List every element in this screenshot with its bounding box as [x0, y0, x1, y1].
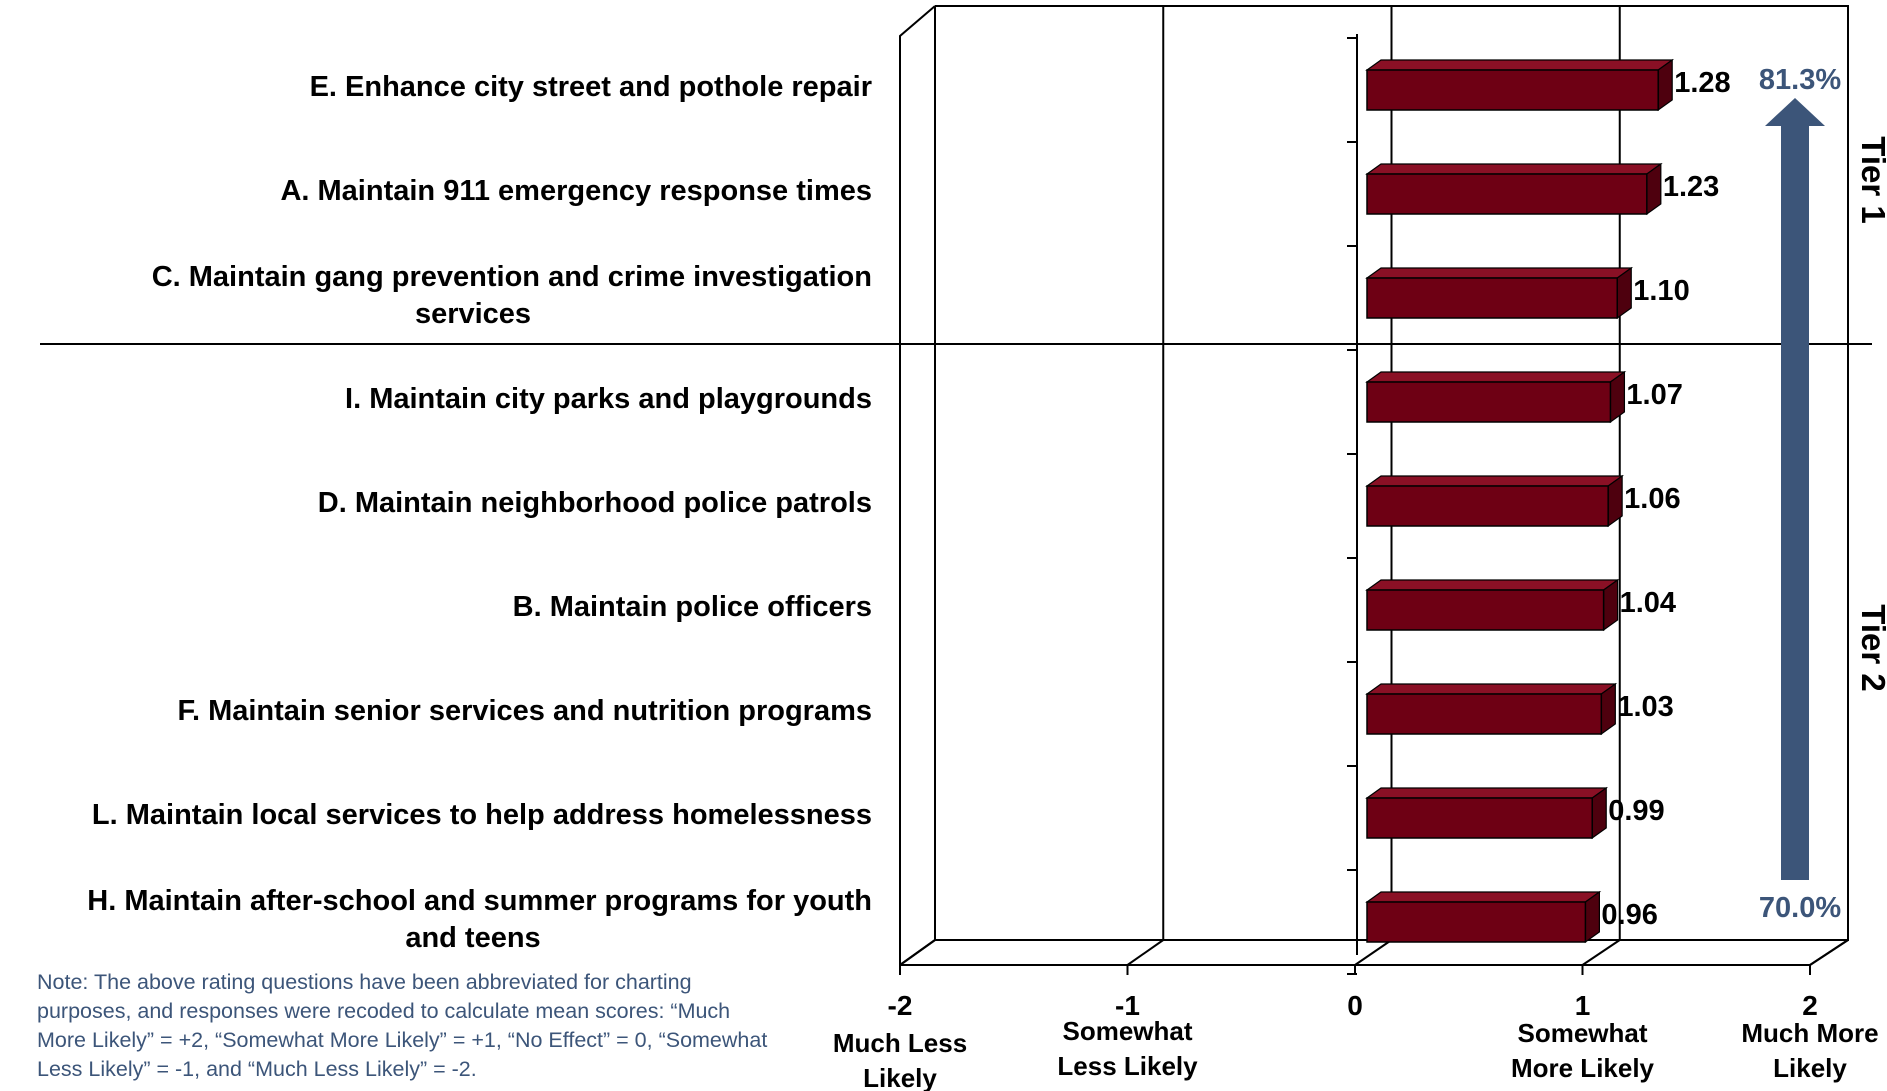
- value-label: 1.07: [1626, 379, 1682, 411]
- category-label: B. Maintain police officers: [513, 591, 872, 623]
- floor-grid-2: [1809, 939, 1849, 966]
- grid-lines: [899, 6, 1849, 966]
- floor-grid-1: [1581, 939, 1621, 966]
- arrow-shaft: [1781, 125, 1809, 880]
- percent-arrow: 81.3% 70.0%: [1759, 64, 1841, 924]
- x-axis: -2 -1 0 1 2 Much Less Likely Somewhat Less Likel…: [833, 965, 1879, 1091]
- value-label: 0.96: [1601, 899, 1657, 931]
- arrow-top-label: 81.3%: [1759, 64, 1841, 96]
- floor-grid--2: [899, 939, 936, 966]
- category-label: E. Enhance city street and pothole repai…: [310, 71, 872, 103]
- bars: [1365, 58, 1675, 944]
- value-label: 1.23: [1663, 171, 1719, 203]
- x-tick-label: 0: [1347, 990, 1363, 1021]
- bar: [1365, 370, 1627, 424]
- tier-label: Tier 2: [1855, 604, 1887, 691]
- bar: [1365, 474, 1625, 528]
- tier-labels: Tier 1 Tier 2: [1855, 136, 1887, 691]
- bar: [1365, 682, 1618, 736]
- tier-label: Tier 1: [1855, 136, 1887, 223]
- bar: [1365, 266, 1634, 320]
- category-labels: E. Enhance city street and pothole repai…: [87, 71, 872, 954]
- chart-note: Note: The above rating questions have be…: [37, 970, 768, 1081]
- value-label: 0.99: [1608, 795, 1664, 827]
- x-tick-label: -1: [1115, 990, 1140, 1021]
- category-label: D. Maintain neighborhood police patrols: [318, 487, 872, 519]
- x-tick-category: Somewhat Less Likely: [1057, 1016, 1198, 1081]
- bar: [1365, 890, 1602, 944]
- value-label: 1.03: [1617, 691, 1673, 723]
- x-tick-category: Much Less Likely: [833, 1028, 967, 1091]
- x-tick-category: Somewhat More Likely: [1511, 1018, 1655, 1083]
- value-labels: 1.28 1.23 1.10 1.07 1.06 1.04 1.03 0.99 0.96: [1601, 67, 1730, 931]
- value-label: 1.10: [1633, 275, 1689, 307]
- x-tick-category: Much More Likely: [1741, 1018, 1878, 1083]
- bar: [1365, 58, 1675, 112]
- category-label: L. Maintain local services to help addre…: [92, 799, 872, 831]
- x-tick-label: 1: [1575, 990, 1591, 1021]
- value-label: 1.04: [1620, 587, 1676, 619]
- arrow-bottom-label: 70.0%: [1759, 892, 1841, 924]
- floor-grid--1: [1126, 939, 1164, 966]
- value-label: 1.28: [1674, 67, 1730, 99]
- arrow-head: [1765, 98, 1825, 126]
- bar: [1365, 578, 1620, 632]
- category-label: C. Maintain gang prevention and crime in…: [152, 261, 872, 330]
- bar: [1365, 162, 1663, 216]
- floor-grid-0: [1354, 939, 1393, 966]
- value-label: 1.06: [1624, 483, 1680, 515]
- category-label: A. Maintain 911 emergency response times: [280, 175, 872, 207]
- x-tick-label: -2: [888, 990, 913, 1021]
- x-tick-label: 2: [1802, 990, 1818, 1021]
- bar: [1365, 786, 1609, 840]
- category-label: I. Maintain city parks and playgrounds: [345, 383, 872, 415]
- category-label: F. Maintain senior services and nutritio…: [177, 695, 872, 727]
- side-wall: [899, 5, 936, 967]
- category-label: H. Maintain after-school and summer prog…: [87, 885, 872, 954]
